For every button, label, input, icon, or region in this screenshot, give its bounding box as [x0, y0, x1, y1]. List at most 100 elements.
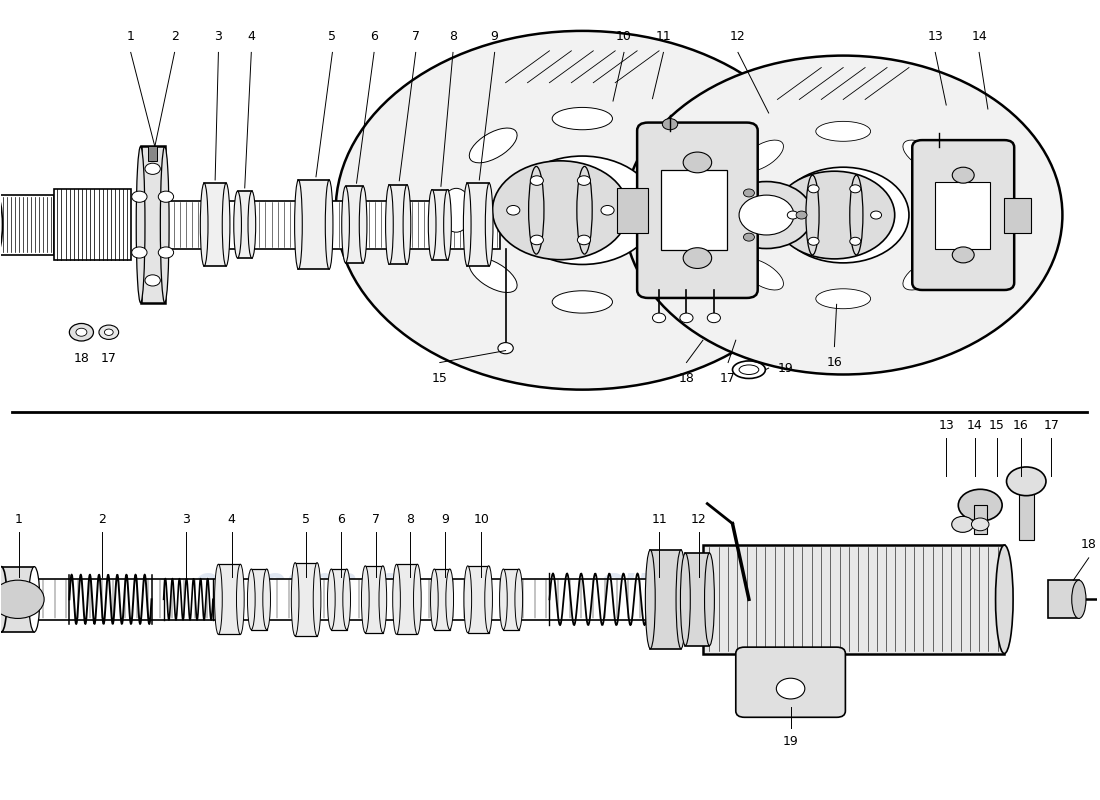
Text: 11: 11: [651, 513, 667, 526]
Bar: [1019, 480, 1034, 539]
Circle shape: [0, 580, 44, 618]
Bar: [1, 566, 34, 632]
Bar: [0, 194, 54, 254]
Circle shape: [952, 516, 974, 532]
Ellipse shape: [485, 566, 493, 633]
Circle shape: [850, 238, 860, 246]
Bar: [703, 545, 1004, 654]
Bar: [205, 183, 227, 266]
Ellipse shape: [499, 569, 507, 630]
Circle shape: [777, 678, 805, 699]
Ellipse shape: [292, 562, 299, 636]
Circle shape: [99, 325, 119, 339]
Ellipse shape: [704, 553, 714, 646]
Circle shape: [744, 233, 755, 241]
Bar: [251, 569, 266, 630]
Text: 18: 18: [679, 372, 694, 385]
Ellipse shape: [379, 566, 387, 633]
Ellipse shape: [850, 175, 862, 255]
Ellipse shape: [441, 188, 472, 232]
Bar: [1004, 198, 1031, 233]
Circle shape: [808, 238, 820, 246]
Text: 5: 5: [329, 30, 337, 43]
Ellipse shape: [0, 566, 7, 632]
Ellipse shape: [816, 289, 870, 309]
Ellipse shape: [248, 569, 255, 630]
Circle shape: [796, 211, 807, 219]
Text: 17: 17: [720, 372, 736, 385]
Bar: [54, 189, 131, 261]
Text: 9: 9: [491, 30, 498, 43]
Text: 2: 2: [98, 513, 107, 526]
Circle shape: [778, 167, 909, 263]
Text: 19: 19: [778, 362, 793, 374]
Text: 6: 6: [338, 513, 345, 526]
Text: 8: 8: [406, 513, 415, 526]
Ellipse shape: [648, 128, 695, 163]
Circle shape: [336, 31, 829, 390]
Ellipse shape: [806, 175, 820, 255]
FancyBboxPatch shape: [736, 647, 846, 718]
Ellipse shape: [740, 258, 783, 290]
Ellipse shape: [236, 564, 244, 634]
Text: 17: 17: [1044, 419, 1059, 432]
Ellipse shape: [200, 183, 208, 266]
Bar: [165, 201, 501, 249]
Ellipse shape: [648, 258, 695, 293]
Text: 2: 2: [170, 30, 178, 43]
Ellipse shape: [903, 140, 946, 172]
FancyBboxPatch shape: [637, 122, 758, 298]
Bar: [504, 569, 519, 630]
Text: 12: 12: [730, 30, 746, 43]
Ellipse shape: [234, 191, 241, 258]
Text: 10: 10: [616, 30, 631, 43]
Circle shape: [971, 518, 989, 530]
Ellipse shape: [136, 146, 145, 302]
Bar: [650, 550, 681, 649]
Ellipse shape: [403, 185, 410, 265]
Circle shape: [69, 323, 94, 341]
Ellipse shape: [360, 186, 367, 263]
Bar: [974, 506, 987, 534]
Ellipse shape: [0, 194, 2, 254]
Bar: [396, 564, 417, 634]
Text: 11: 11: [656, 30, 671, 43]
Bar: [365, 566, 383, 633]
Text: 13: 13: [927, 30, 943, 43]
Ellipse shape: [328, 569, 336, 630]
Circle shape: [507, 206, 520, 215]
Text: 9: 9: [441, 513, 449, 526]
Ellipse shape: [816, 122, 870, 142]
Bar: [219, 564, 240, 634]
Text: 15: 15: [989, 419, 1004, 432]
Text: 16: 16: [1013, 419, 1028, 432]
Ellipse shape: [945, 195, 972, 235]
Ellipse shape: [470, 128, 517, 163]
Ellipse shape: [222, 183, 230, 266]
Ellipse shape: [428, 190, 436, 260]
Bar: [468, 183, 490, 266]
Circle shape: [1006, 467, 1046, 496]
Ellipse shape: [430, 569, 438, 630]
Ellipse shape: [161, 146, 169, 302]
Ellipse shape: [314, 562, 321, 636]
Ellipse shape: [996, 545, 1013, 654]
Ellipse shape: [414, 564, 421, 634]
Circle shape: [953, 167, 975, 183]
Text: eurospares: eurospares: [194, 200, 422, 234]
Ellipse shape: [529, 166, 544, 254]
Ellipse shape: [693, 188, 724, 232]
Bar: [148, 146, 157, 161]
Bar: [434, 569, 450, 630]
Text: 16: 16: [826, 356, 843, 369]
Circle shape: [683, 152, 712, 173]
Circle shape: [720, 182, 813, 249]
Circle shape: [530, 176, 543, 186]
Bar: [345, 186, 363, 263]
Text: 1: 1: [15, 513, 23, 526]
Ellipse shape: [386, 185, 393, 265]
Circle shape: [498, 342, 514, 354]
Ellipse shape: [470, 258, 517, 293]
Ellipse shape: [393, 564, 400, 634]
Circle shape: [76, 328, 87, 336]
